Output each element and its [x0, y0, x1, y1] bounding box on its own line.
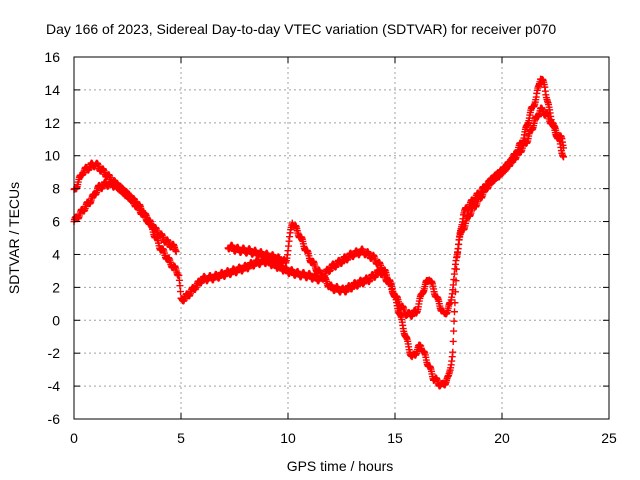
data-point: [449, 348, 457, 356]
x-tick-label: 0: [70, 430, 78, 446]
y-tick-label: 12: [44, 115, 60, 131]
data-point: [449, 337, 457, 345]
series-2: [70, 104, 568, 390]
y-tick-label: 10: [44, 148, 60, 164]
data-point: [453, 265, 461, 273]
y-tick-label: 16: [44, 49, 60, 65]
chart-title: Day 166 of 2023, Sidereal Day-to-day VTE…: [46, 21, 556, 37]
y-tick-label: -6: [48, 411, 61, 427]
data-point: [450, 308, 458, 316]
y-tick-label: -2: [48, 345, 61, 361]
y-tick-label: 6: [52, 214, 60, 230]
data-point: [560, 153, 568, 161]
data-point: [452, 277, 460, 285]
data-point: [450, 327, 458, 335]
x-tick-labels: 0 5 10 15 20 25: [70, 430, 617, 446]
x-tick-label: 5: [177, 430, 185, 446]
data-points: [70, 75, 568, 390]
data-point: [176, 288, 184, 296]
x-tick-label: 25: [601, 430, 617, 446]
data-point: [451, 299, 459, 307]
x-axis-title: GPS time / hours: [287, 458, 394, 474]
y-tick-labels: -6 -4 -2 0 2 4 6 8 10 12 14 16: [44, 49, 60, 427]
data-point: [450, 317, 458, 325]
x-tick-label: 20: [494, 430, 510, 446]
y-tick-label: 2: [52, 279, 60, 295]
data-point: [451, 288, 459, 296]
y-tick-label: 14: [44, 82, 60, 98]
y-tick-label: -4: [48, 378, 61, 394]
y-tick-label: 8: [52, 181, 60, 197]
data-point: [172, 248, 180, 256]
y-tick-label: 0: [52, 312, 60, 328]
y-tick-label: 4: [52, 246, 60, 262]
y-axis-title: SDTVAR / TECUs: [6, 182, 22, 294]
data-point: [176, 282, 184, 290]
x-tick-label: 15: [387, 430, 403, 446]
plot-frame: [73, 56, 610, 420]
ticks: [73, 56, 610, 420]
x-tick-label: 10: [280, 430, 296, 446]
